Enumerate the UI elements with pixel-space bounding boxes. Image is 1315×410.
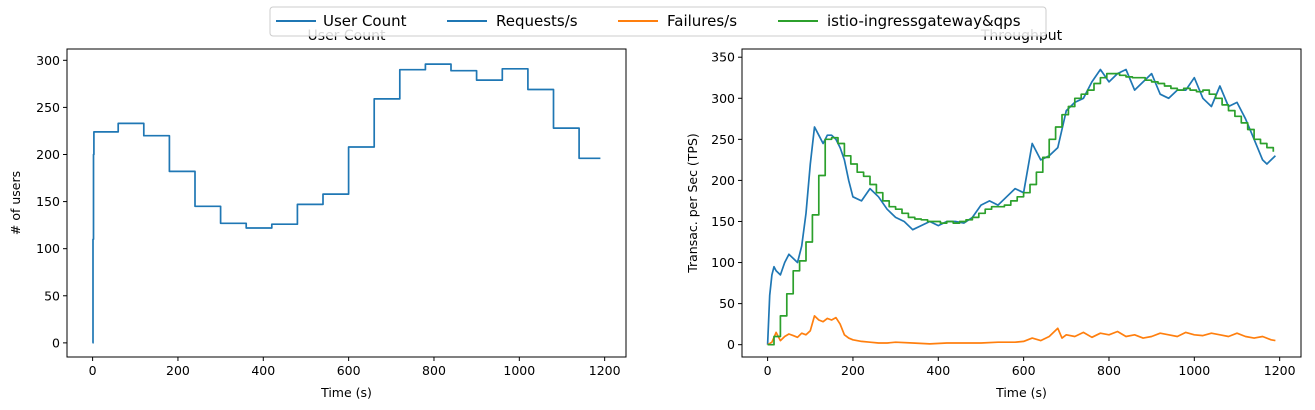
user-count-xtick-label: 400 (251, 363, 275, 378)
legend-entry-failures: Failures/s (618, 12, 737, 30)
user-count-xtick-label: 1200 (589, 363, 621, 378)
throughput-ytick-label: 250 (711, 132, 735, 147)
legend-entry-istio: istio-ingressgateway&qps (778, 12, 1021, 30)
throughput-xtick-label: 1200 (1264, 363, 1296, 378)
throughput-ytick-label: 150 (711, 214, 735, 229)
throughput-ytick-label: 200 (711, 173, 735, 188)
throughput-ytick-label: 50 (719, 296, 735, 311)
user-count-axes: 0 200 400 600 800 1000 1200 0 50 100 150 200 250 300… (8, 28, 627, 400)
throughput-series-failures-s (767, 315, 1276, 346)
user-count-ytick-label: 150 (36, 194, 60, 209)
user-count-plot-frame (66, 48, 627, 358)
throughput-ytick-label: 300 (711, 91, 735, 106)
legend-label-failures: Failures/s (667, 12, 737, 30)
user-count-xtick-label: 800 (422, 363, 446, 378)
throughput-series-group (766, 68, 1276, 346)
throughput-ylabel: Transac. per Sec (TPS) (685, 133, 700, 274)
user-count-y-ticks: 0 50 100 150 200 250 300 (36, 53, 67, 350)
user-count-xtick-label: 1000 (503, 363, 535, 378)
user-count-xtick-label: 200 (166, 363, 190, 378)
throughput-series-requests-s (766, 68, 1276, 345)
user-count-x-ticks: 0 200 400 600 800 1000 1200 (89, 357, 621, 378)
legend-label-requests: Requests/s (496, 12, 578, 30)
user-count-ytick-label: 50 (44, 288, 60, 303)
throughput-x-ticks: 0 200 400 600 800 1000 1200 (764, 357, 1296, 378)
throughput-ytick-label: 100 (711, 255, 735, 270)
legend-label-istio: istio-ingressgateway&qps (827, 12, 1021, 30)
user-count-ytick-label: 200 (36, 147, 60, 162)
throughput-xlabel: Time (s) (995, 385, 1047, 400)
user-count-ytick-label: 300 (36, 53, 60, 68)
user-count-ylabel: # of users (8, 171, 23, 235)
user-count-ytick-label: 0 (52, 335, 60, 350)
user-count-ytick-label: 250 (36, 100, 60, 115)
throughput-xtick-label: 0 (764, 363, 772, 378)
user-count-series-group (92, 63, 601, 344)
legend-entry-requests: Requests/s (447, 12, 578, 30)
throughput-xtick-label: 800 (1097, 363, 1121, 378)
user-count-series-user-count (92, 63, 601, 344)
throughput-xtick-label: 400 (926, 363, 950, 378)
legend-label-user-count: User Count (323, 12, 407, 30)
throughput-series-istio-ingressgateway-qps (767, 72, 1275, 346)
user-count-xtick-label: 600 (337, 363, 361, 378)
throughput-ytick-label: 0 (727, 337, 735, 352)
throughput-axes: 0 200 400 600 800 1000 1200 0 50 100 150 200 250 300… (685, 28, 1302, 400)
legend: User Count Requests/s Failures/s istio-i… (269, 6, 1047, 37)
throughput-xtick-label: 1000 (1178, 363, 1210, 378)
throughput-xtick-label: 200 (841, 363, 865, 378)
user-count-xlabel: Time (s) (320, 385, 372, 400)
user-count-ytick-label: 100 (36, 241, 60, 256)
legend-entry-user-count: User Count (276, 12, 407, 30)
throughput-xtick-label: 600 (1012, 363, 1036, 378)
user-count-xtick-label: 0 (89, 363, 97, 378)
throughput-plot-frame (741, 48, 1302, 358)
throughput-ytick-label: 350 (711, 50, 735, 65)
throughput-y-ticks: 0 50 100 150 200 250 300 350 (711, 50, 742, 352)
